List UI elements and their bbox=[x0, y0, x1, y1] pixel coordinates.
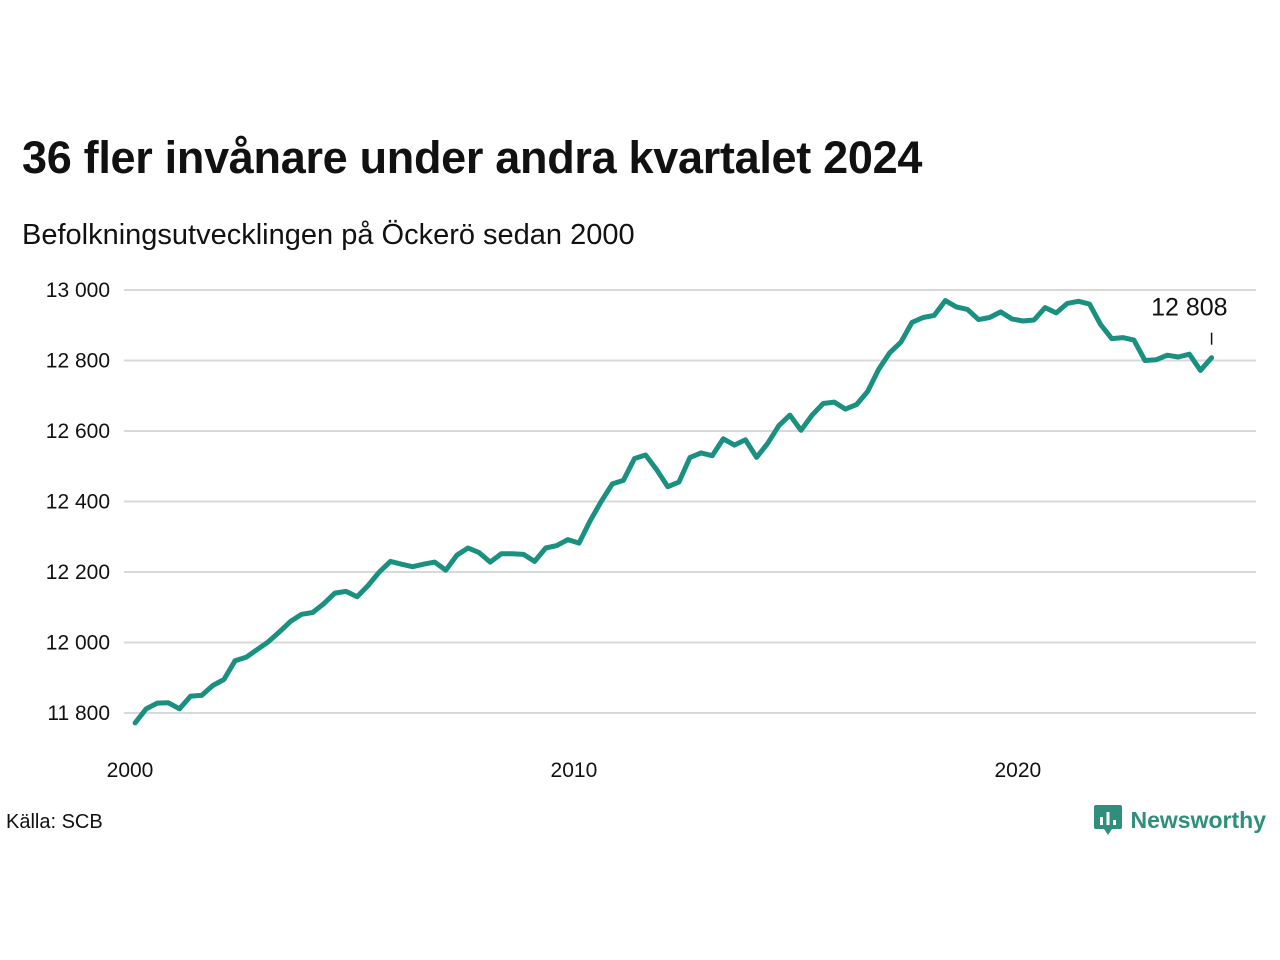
x-tick-label: 2010 bbox=[551, 759, 598, 782]
chart-title: 36 fler invånare under andra kvartalet 2… bbox=[22, 132, 923, 183]
y-tick-label: 12 400 bbox=[46, 491, 110, 514]
series-line bbox=[132, 298, 1215, 726]
newsworthy-logo-icon bbox=[1093, 805, 1122, 835]
y-tick-label: 11 800 bbox=[47, 702, 110, 725]
y-tick-label: 13 000 bbox=[46, 279, 110, 302]
y-tick-label: 12 800 bbox=[46, 350, 110, 373]
brand-logo[interactable]: Newsworthy bbox=[1093, 803, 1266, 837]
x-tick-label: 2000 bbox=[107, 759, 154, 782]
source-note: Källa: SCB bbox=[6, 811, 103, 833]
y-tick-label: 12 000 bbox=[46, 632, 110, 655]
chart-subtitle: Befolkningsutvecklingen på Öckerö sedan … bbox=[22, 219, 635, 251]
y-tick-label: 12 200 bbox=[46, 561, 110, 584]
x-tick-label: 2020 bbox=[994, 759, 1041, 782]
y-tick-label: 12 600 bbox=[46, 420, 110, 443]
line-chart: 11 800 12 000 12 200 12 400 12 600 12 800 13 0… bbox=[46, 279, 1256, 782]
end-value-label: 12 808 bbox=[1151, 294, 1227, 322]
brand-name: Newsworthy bbox=[1130, 806, 1266, 833]
